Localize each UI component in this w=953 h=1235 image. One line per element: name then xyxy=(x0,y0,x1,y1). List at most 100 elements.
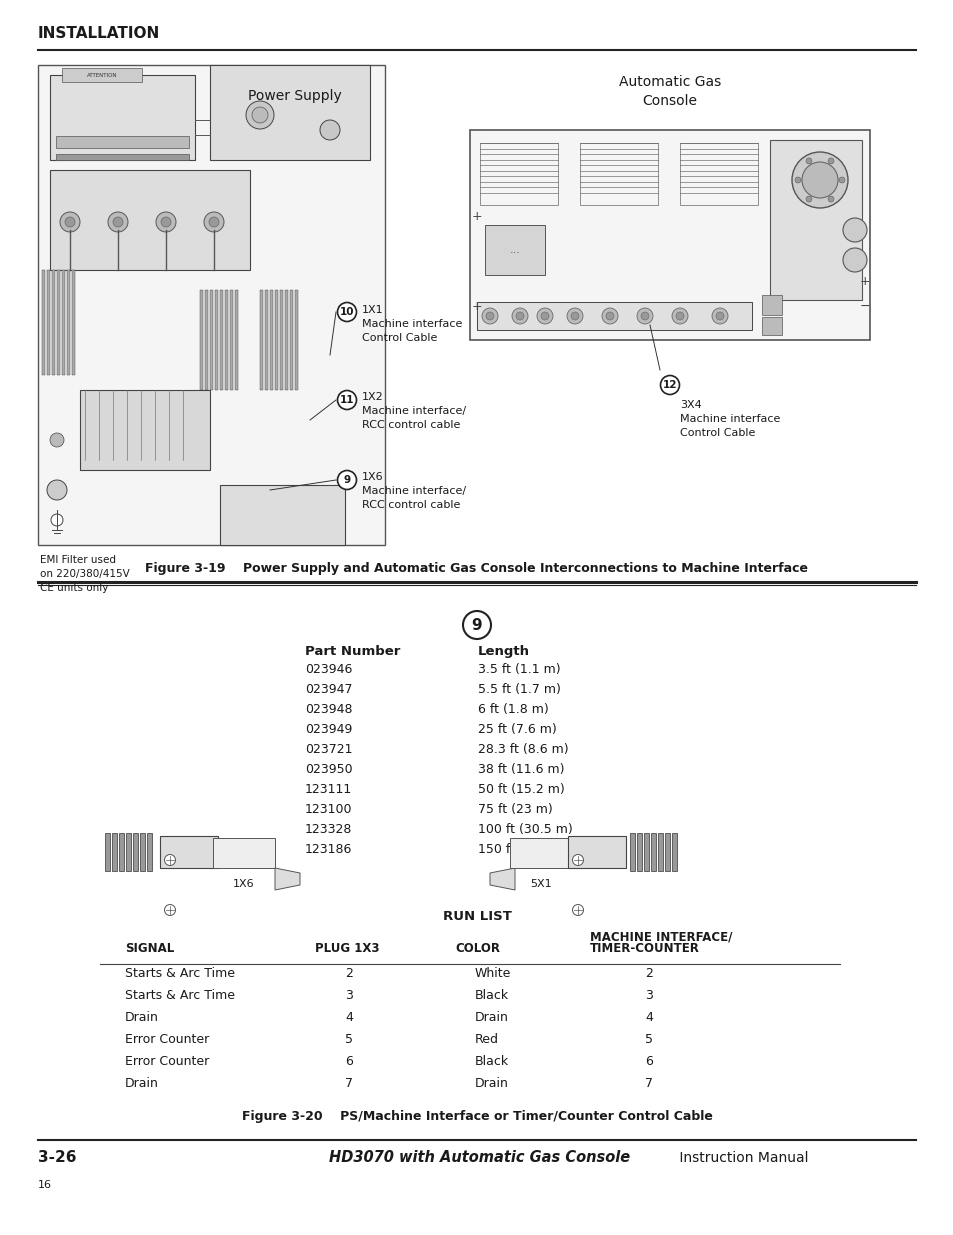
Text: 12: 12 xyxy=(662,380,677,390)
Bar xyxy=(567,836,625,868)
Text: 75 ft (23 m): 75 ft (23 m) xyxy=(477,803,552,816)
Bar xyxy=(147,832,152,871)
Text: INSTALLATION: INSTALLATION xyxy=(38,26,160,41)
Text: White: White xyxy=(475,967,511,981)
Bar xyxy=(470,130,869,340)
Bar xyxy=(42,270,45,375)
Bar xyxy=(38,65,385,545)
Circle shape xyxy=(572,855,583,866)
Bar xyxy=(280,290,283,390)
Text: −: − xyxy=(859,300,869,312)
Bar xyxy=(214,290,218,390)
Circle shape xyxy=(716,312,723,320)
Bar xyxy=(510,839,572,868)
Circle shape xyxy=(481,308,497,324)
Bar xyxy=(476,303,751,330)
Bar xyxy=(210,290,213,390)
Circle shape xyxy=(637,308,652,324)
Text: PLUG 1X3: PLUG 1X3 xyxy=(314,942,379,955)
Circle shape xyxy=(540,312,548,320)
Text: Red: Red xyxy=(475,1032,498,1046)
Text: Figure 3-20    PS/Machine Interface or Timer/Counter Control Cable: Figure 3-20 PS/Machine Interface or Time… xyxy=(241,1110,712,1123)
Text: +: + xyxy=(471,300,482,312)
Bar xyxy=(643,832,648,871)
Text: 50 ft (15.2 m): 50 ft (15.2 m) xyxy=(477,783,564,797)
Bar xyxy=(47,270,50,375)
Text: 023949: 023949 xyxy=(305,722,352,736)
Text: 2: 2 xyxy=(644,967,652,981)
Text: 123186: 123186 xyxy=(305,844,352,856)
Text: Error Counter: Error Counter xyxy=(125,1032,209,1046)
Circle shape xyxy=(794,177,801,183)
Circle shape xyxy=(512,308,527,324)
Circle shape xyxy=(805,196,811,203)
Text: 4: 4 xyxy=(644,1011,652,1024)
Bar xyxy=(67,270,70,375)
Bar xyxy=(56,136,189,148)
Text: 5X1: 5X1 xyxy=(530,879,551,889)
Polygon shape xyxy=(274,868,299,890)
Text: 5: 5 xyxy=(345,1032,353,1046)
Text: 16: 16 xyxy=(38,1179,52,1191)
Text: 123100: 123100 xyxy=(305,803,352,816)
Text: Error Counter: Error Counter xyxy=(125,1055,209,1068)
Circle shape xyxy=(108,212,128,232)
Text: 10: 10 xyxy=(339,308,354,317)
Text: Starts & Arc Time: Starts & Arc Time xyxy=(125,989,234,1002)
Circle shape xyxy=(156,212,175,232)
Text: TIMER-COUNTER: TIMER-COUNTER xyxy=(589,942,700,955)
Text: 4: 4 xyxy=(345,1011,353,1024)
Text: 38 ft (11.6 m): 38 ft (11.6 m) xyxy=(477,763,564,776)
Circle shape xyxy=(572,904,583,915)
Bar xyxy=(761,295,781,315)
Text: RUN LIST: RUN LIST xyxy=(442,910,511,923)
Bar xyxy=(265,290,268,390)
Bar xyxy=(220,485,345,545)
Text: 6: 6 xyxy=(345,1055,353,1068)
Circle shape xyxy=(462,611,491,638)
Text: 6: 6 xyxy=(644,1055,652,1068)
Bar xyxy=(629,832,635,871)
Text: ATTENTION: ATTENTION xyxy=(87,73,117,78)
Circle shape xyxy=(485,312,494,320)
Circle shape xyxy=(65,217,75,227)
Text: +: + xyxy=(859,275,869,288)
Bar xyxy=(270,290,273,390)
Bar xyxy=(62,270,65,375)
Text: 2: 2 xyxy=(345,967,353,981)
Circle shape xyxy=(640,312,648,320)
Text: 28.3 ft (8.6 m): 28.3 ft (8.6 m) xyxy=(477,743,568,756)
Bar xyxy=(220,290,223,390)
Text: 023948: 023948 xyxy=(305,703,352,716)
Bar xyxy=(650,832,656,871)
Circle shape xyxy=(47,480,67,500)
Circle shape xyxy=(566,308,582,324)
Bar xyxy=(260,290,263,390)
Bar xyxy=(230,290,233,390)
Text: 3-26: 3-26 xyxy=(38,1150,76,1165)
Text: Drain: Drain xyxy=(125,1011,159,1024)
Bar xyxy=(285,290,288,390)
Text: Drain: Drain xyxy=(125,1077,159,1091)
Bar xyxy=(62,68,142,82)
Circle shape xyxy=(659,375,679,394)
Text: 1X6: 1X6 xyxy=(233,879,254,889)
Bar xyxy=(112,832,117,871)
Circle shape xyxy=(801,162,837,198)
Circle shape xyxy=(209,217,219,227)
Circle shape xyxy=(164,904,175,915)
Bar xyxy=(50,75,194,161)
Bar xyxy=(274,290,277,390)
Bar xyxy=(234,290,237,390)
Bar xyxy=(200,290,203,390)
Bar xyxy=(105,832,110,871)
Circle shape xyxy=(791,152,847,207)
Text: Drain: Drain xyxy=(475,1011,508,1024)
Circle shape xyxy=(252,107,268,124)
Text: COLOR: COLOR xyxy=(455,942,499,955)
Text: 3.5 ft (1.1 m): 3.5 ft (1.1 m) xyxy=(477,663,560,676)
Bar xyxy=(679,143,758,205)
Circle shape xyxy=(805,158,811,164)
Text: 023721: 023721 xyxy=(305,743,352,756)
Bar xyxy=(637,832,641,871)
